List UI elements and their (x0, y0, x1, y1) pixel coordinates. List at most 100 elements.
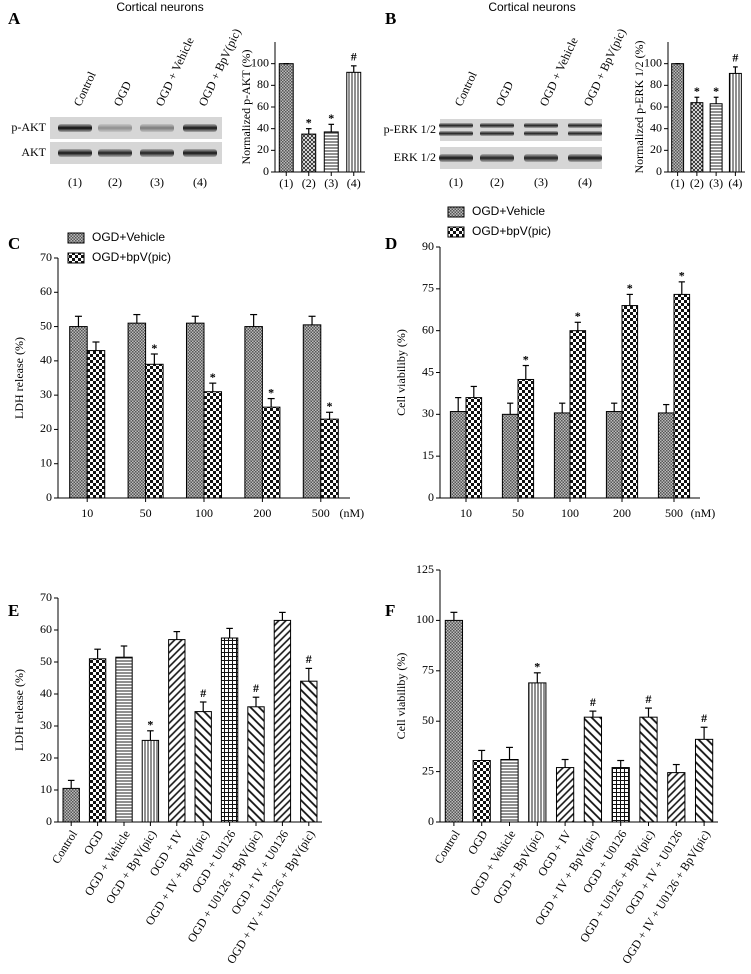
significance-mark: * (210, 370, 216, 384)
lane-label: OGD (493, 79, 517, 109)
band (58, 149, 92, 157)
y-tick-label: 40 (40, 686, 52, 700)
y-tick-label: 30 (40, 718, 52, 732)
y-tick-label: 60 (422, 322, 434, 336)
y-tick-label: 15 (422, 448, 434, 462)
band (98, 149, 132, 157)
x-tick-label: 10 (81, 506, 93, 520)
x-tick-label: 200 (613, 506, 631, 520)
y-tick-label: 75 (422, 663, 434, 677)
bar (168, 639, 186, 823)
bar (709, 103, 723, 173)
significance-mark: * (523, 352, 529, 366)
y-tick-label: 100 (251, 55, 269, 69)
legend-swatch (447, 206, 465, 218)
significance-mark: * (328, 111, 334, 125)
bar (500, 759, 519, 823)
y-tick-label: 60 (40, 284, 52, 298)
band (480, 154, 514, 162)
band (480, 131, 514, 136)
bar (667, 772, 686, 823)
bar (583, 716, 603, 823)
y-tick-label: 40 (40, 353, 52, 367)
x-tick-label: (3) (709, 176, 723, 190)
bar (555, 767, 575, 823)
bar (127, 322, 147, 499)
band (439, 154, 473, 162)
panel-label: E (8, 601, 19, 620)
band (524, 154, 558, 162)
bar (320, 418, 339, 499)
y-axis-label: Normalized p-ERK 1/2 (%) (632, 41, 646, 174)
bar (569, 330, 587, 499)
bar (115, 656, 133, 823)
bar (444, 619, 464, 823)
y-tick-label: 100 (644, 55, 662, 69)
significance-mark: # (732, 51, 738, 65)
y-tick-label: 50 (40, 318, 52, 332)
significance-mark: # (351, 50, 357, 64)
significance-mark: * (327, 399, 333, 413)
bar (657, 412, 675, 499)
x-tick-label: Control (49, 827, 81, 866)
significance-mark: * (575, 309, 581, 323)
y-tick-label: 0 (428, 814, 434, 828)
bar (323, 131, 339, 173)
legend-swatch (67, 232, 85, 244)
y-tick-label: 30 (422, 406, 434, 420)
band (480, 123, 514, 128)
bar (346, 71, 362, 173)
significance-mark: * (627, 281, 633, 295)
lane-number: (2) (108, 175, 122, 189)
bar (528, 682, 547, 823)
y-tick-label: 10 (40, 455, 52, 469)
lane-number: (1) (68, 175, 82, 189)
blot-strip (440, 119, 602, 141)
bar (301, 133, 317, 173)
y-tick-label: 25 (422, 763, 434, 777)
bar (671, 63, 685, 173)
blot-title: Cortical neurons (116, 0, 203, 14)
band (439, 123, 473, 128)
band (568, 154, 602, 162)
x-tick-label: 50 (140, 506, 152, 520)
band (98, 124, 132, 132)
significance-mark: # (590, 695, 596, 709)
bar (611, 767, 630, 823)
bar (62, 787, 80, 823)
panel-label: A (8, 9, 21, 28)
y-tick-label: 0 (428, 490, 434, 504)
y-tick-label: 20 (650, 142, 662, 156)
bar (472, 760, 491, 823)
band (58, 124, 92, 132)
blot-strip (50, 142, 222, 164)
x-tick-label: 500 (312, 506, 330, 520)
y-tick-label: 80 (257, 77, 269, 91)
y-tick-label: 90 (422, 239, 434, 253)
blot-title: Cortical neurons (488, 0, 575, 14)
x-tick-label: (2) (302, 176, 316, 190)
bar (694, 738, 714, 823)
bar (465, 397, 483, 499)
y-tick-label: 70 (40, 590, 52, 604)
lane-number: (3) (534, 175, 548, 189)
y-axis-label: Cell viabiliby (%) (394, 329, 408, 416)
y-tick-label: 30 (40, 387, 52, 401)
y-tick-label: 40 (650, 120, 662, 134)
y-tick-label: 0 (263, 164, 269, 178)
x-tick-label: 200 (253, 506, 271, 520)
y-tick-label: 45 (422, 364, 434, 378)
bar (141, 739, 160, 823)
bar (194, 711, 212, 823)
panel-label: D (385, 234, 397, 253)
bar (247, 706, 265, 823)
band (140, 149, 174, 157)
y-tick-label: 125 (416, 562, 434, 576)
row-label: p-ERK 1/2 (384, 122, 436, 136)
lane-label: OGD + Vehicle (537, 35, 581, 108)
bar (86, 350, 106, 499)
bar (673, 293, 691, 499)
y-tick-label: 10 (40, 782, 52, 796)
blot-strip (50, 117, 222, 139)
